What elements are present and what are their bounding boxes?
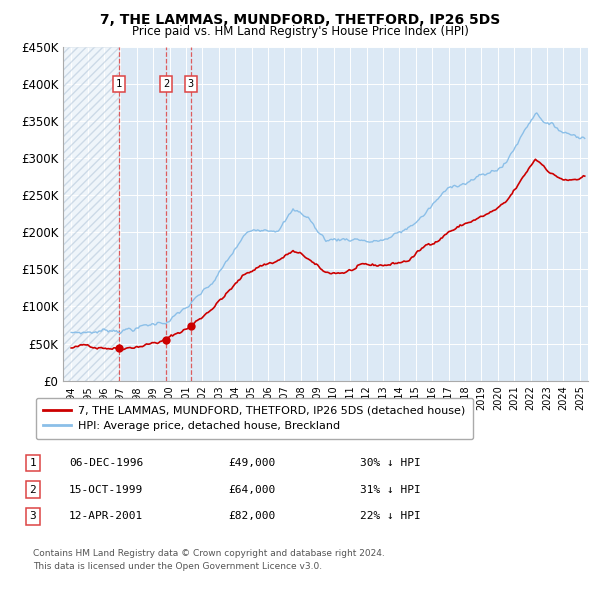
Text: 7, THE LAMMAS, MUNDFORD, THETFORD, IP26 5DS: 7, THE LAMMAS, MUNDFORD, THETFORD, IP26 …: [100, 13, 500, 27]
Text: 22% ↓ HPI: 22% ↓ HPI: [360, 512, 421, 521]
Text: 2: 2: [29, 485, 37, 494]
Text: 31% ↓ HPI: 31% ↓ HPI: [360, 485, 421, 494]
Text: 1: 1: [116, 79, 122, 89]
Bar: [63, 47, 119, 381]
Text: 15-OCT-1999: 15-OCT-1999: [69, 485, 143, 494]
Text: 12-APR-2001: 12-APR-2001: [69, 512, 143, 521]
Text: £82,000: £82,000: [228, 512, 275, 521]
Text: 2: 2: [163, 79, 169, 89]
Text: Price paid vs. HM Land Registry's House Price Index (HPI): Price paid vs. HM Land Registry's House …: [131, 25, 469, 38]
Text: £64,000: £64,000: [228, 485, 275, 494]
Text: 3: 3: [188, 79, 194, 89]
Text: 30% ↓ HPI: 30% ↓ HPI: [360, 458, 421, 468]
Legend: 7, THE LAMMAS, MUNDFORD, THETFORD, IP26 5DS (detached house), HPI: Average price: 7, THE LAMMAS, MUNDFORD, THETFORD, IP26 …: [35, 398, 473, 439]
Text: 3: 3: [29, 512, 37, 521]
Text: This data is licensed under the Open Government Licence v3.0.: This data is licensed under the Open Gov…: [33, 562, 322, 571]
Text: 06-DEC-1996: 06-DEC-1996: [69, 458, 143, 468]
Text: Contains HM Land Registry data © Crown copyright and database right 2024.: Contains HM Land Registry data © Crown c…: [33, 549, 385, 558]
Text: £49,000: £49,000: [228, 458, 275, 468]
Text: 1: 1: [29, 458, 37, 468]
